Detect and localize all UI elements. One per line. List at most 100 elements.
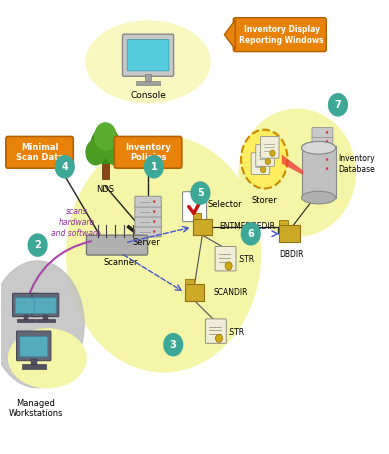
FancyBboxPatch shape	[135, 196, 161, 207]
Text: Inventory
Policies: Inventory Policies	[125, 143, 171, 162]
Polygon shape	[282, 154, 303, 175]
Ellipse shape	[241, 130, 287, 188]
FancyBboxPatch shape	[312, 163, 333, 173]
FancyBboxPatch shape	[135, 226, 161, 237]
Circle shape	[326, 131, 328, 134]
Circle shape	[241, 222, 261, 246]
Bar	[279, 220, 289, 225]
FancyBboxPatch shape	[127, 39, 169, 71]
FancyBboxPatch shape	[312, 137, 333, 147]
Ellipse shape	[105, 140, 125, 165]
FancyBboxPatch shape	[182, 192, 207, 222]
Bar	[24, 315, 28, 320]
Text: Inventory
Database: Inventory Database	[339, 153, 375, 174]
FancyBboxPatch shape	[251, 153, 270, 174]
Ellipse shape	[301, 142, 336, 154]
Circle shape	[328, 93, 348, 117]
Circle shape	[163, 333, 183, 356]
Text: 7: 7	[335, 100, 341, 110]
Text: 4: 4	[61, 162, 68, 172]
Text: SCANDIR: SCANDIR	[214, 288, 249, 297]
Text: Inventory Display
Reporting Windows: Inventory Display Reporting Windows	[240, 25, 324, 44]
Circle shape	[153, 220, 156, 223]
Circle shape	[326, 158, 328, 161]
Circle shape	[265, 158, 270, 164]
FancyBboxPatch shape	[12, 293, 39, 316]
Circle shape	[153, 200, 156, 203]
Circle shape	[190, 181, 210, 205]
Text: Minimal
Scan Data: Minimal Scan Data	[16, 143, 63, 162]
Text: 6: 6	[247, 229, 254, 239]
Bar	[17, 319, 35, 322]
Bar	[185, 279, 194, 285]
Circle shape	[55, 155, 75, 178]
Text: .STR: .STR	[228, 327, 245, 336]
Ellipse shape	[95, 123, 116, 150]
FancyBboxPatch shape	[32, 293, 59, 316]
Bar	[193, 213, 202, 219]
Text: DBDIR: DBDIR	[279, 250, 304, 259]
FancyBboxPatch shape	[35, 298, 56, 314]
Text: NDS: NDS	[96, 185, 114, 194]
Bar	[36, 319, 54, 322]
Circle shape	[153, 230, 156, 233]
Bar	[137, 81, 159, 85]
FancyBboxPatch shape	[215, 247, 236, 271]
Text: 5: 5	[197, 188, 204, 198]
Ellipse shape	[0, 261, 84, 388]
FancyBboxPatch shape	[256, 145, 274, 166]
FancyBboxPatch shape	[312, 154, 333, 164]
FancyBboxPatch shape	[135, 216, 161, 227]
FancyBboxPatch shape	[114, 137, 182, 168]
FancyBboxPatch shape	[301, 146, 336, 197]
Bar	[22, 364, 46, 369]
Circle shape	[144, 155, 164, 178]
FancyBboxPatch shape	[312, 128, 333, 138]
Circle shape	[260, 166, 266, 173]
Text: Scanner: Scanner	[104, 258, 138, 267]
FancyBboxPatch shape	[15, 298, 37, 314]
Text: .STR: .STR	[237, 255, 254, 264]
FancyBboxPatch shape	[260, 137, 279, 158]
Ellipse shape	[301, 142, 336, 154]
FancyBboxPatch shape	[17, 331, 51, 361]
Circle shape	[153, 210, 156, 213]
FancyBboxPatch shape	[135, 206, 161, 217]
Ellipse shape	[67, 137, 260, 372]
Ellipse shape	[86, 140, 105, 165]
Bar	[145, 74, 151, 82]
Bar	[31, 359, 37, 365]
FancyBboxPatch shape	[123, 34, 173, 76]
Text: Console: Console	[130, 91, 166, 100]
Text: Selector: Selector	[207, 200, 242, 209]
Ellipse shape	[86, 21, 210, 103]
Polygon shape	[224, 20, 235, 49]
Ellipse shape	[301, 191, 336, 204]
Circle shape	[225, 262, 232, 270]
FancyBboxPatch shape	[233, 18, 326, 52]
FancyBboxPatch shape	[20, 337, 47, 357]
Bar	[102, 157, 109, 179]
Circle shape	[216, 334, 223, 342]
FancyBboxPatch shape	[312, 146, 333, 155]
Circle shape	[270, 150, 275, 156]
Text: 3: 3	[170, 340, 177, 350]
FancyBboxPatch shape	[279, 225, 300, 242]
Ellipse shape	[239, 109, 356, 236]
Text: Server: Server	[133, 238, 160, 247]
Text: ENTMERGEDIR: ENTMERGEDIR	[220, 222, 276, 232]
Text: 2: 2	[34, 240, 41, 250]
FancyBboxPatch shape	[193, 219, 212, 235]
Text: scans
hardware
and software: scans hardware and software	[51, 207, 101, 238]
Circle shape	[326, 149, 328, 152]
Text: 1: 1	[151, 162, 157, 172]
Circle shape	[28, 233, 48, 257]
FancyBboxPatch shape	[86, 235, 148, 255]
Ellipse shape	[9, 329, 86, 388]
Text: Managed
Workstations: Managed Workstations	[9, 399, 63, 419]
FancyBboxPatch shape	[205, 319, 226, 343]
Circle shape	[326, 140, 328, 143]
Ellipse shape	[91, 128, 120, 163]
FancyBboxPatch shape	[6, 137, 73, 168]
Text: Storer: Storer	[251, 196, 277, 205]
